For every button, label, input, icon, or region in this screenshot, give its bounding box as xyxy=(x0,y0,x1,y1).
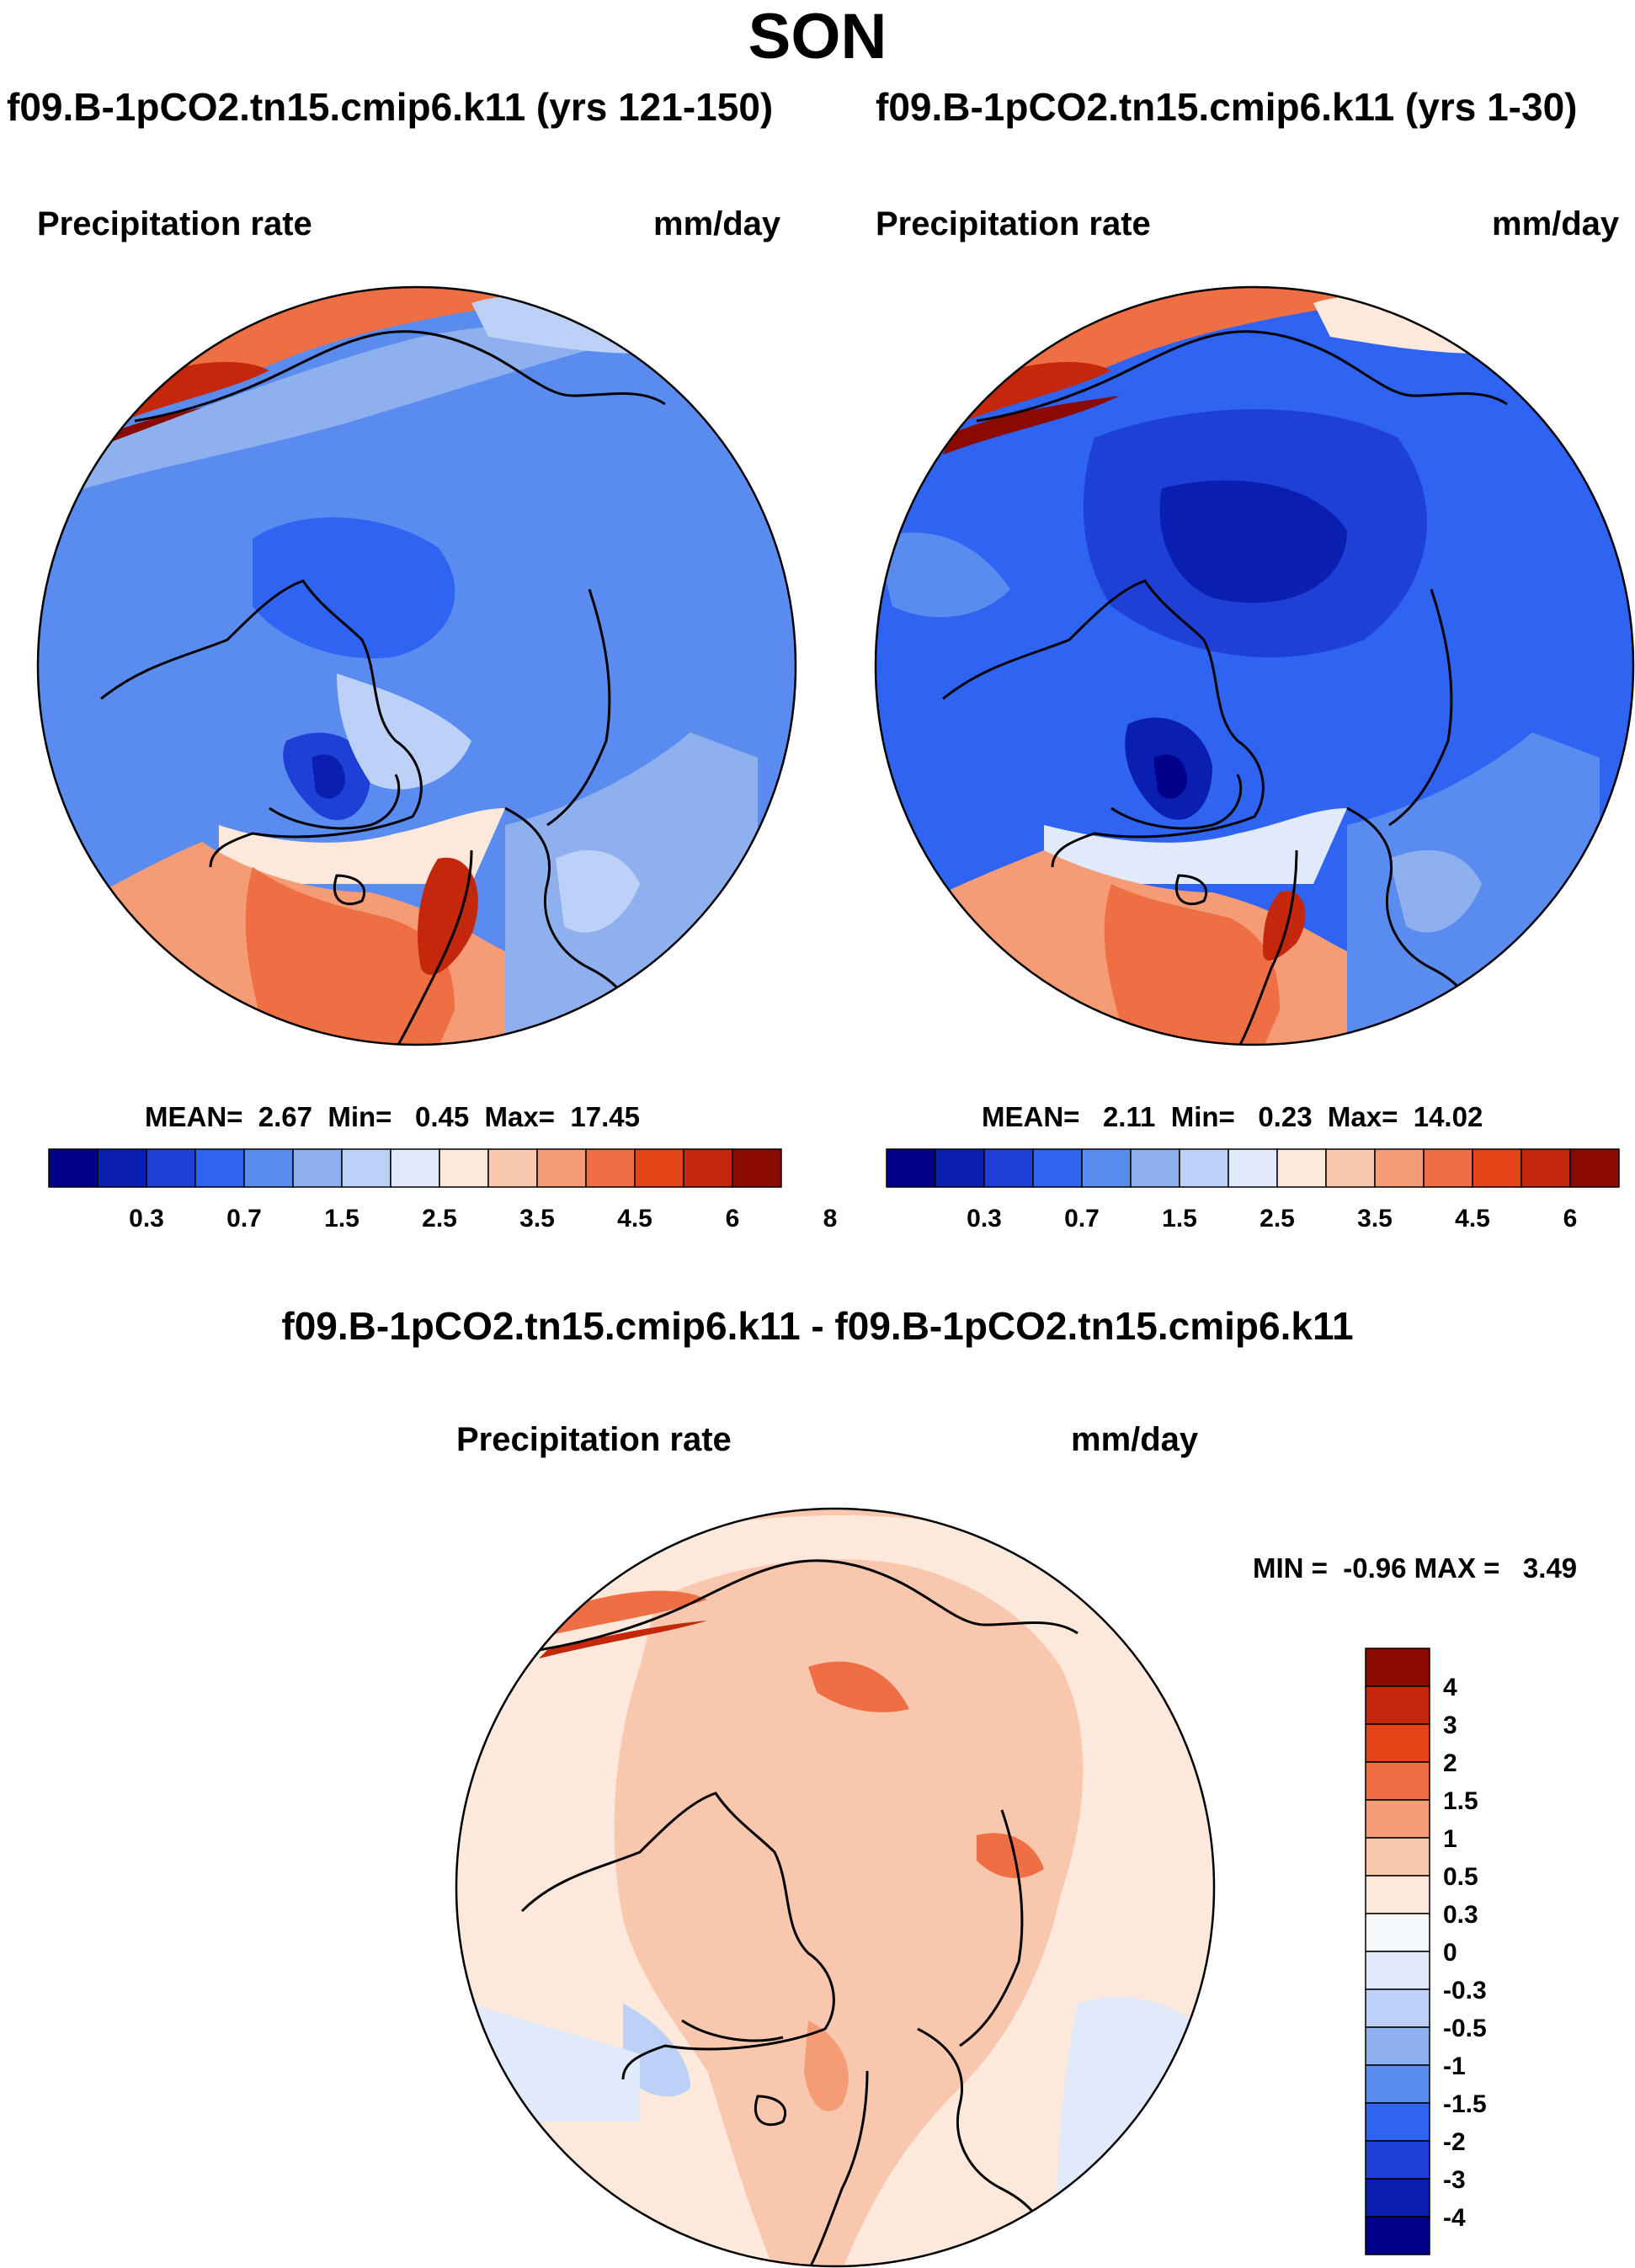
diff-colorbar-tick-label: 0.3 xyxy=(1443,1901,1478,1929)
left-colorbar-swatch-12 xyxy=(634,1148,684,1188)
left-colorbar-swatch-10 xyxy=(536,1148,587,1188)
diff-colorbar-tick-label: -0.3 xyxy=(1443,1977,1487,2004)
right-variable-label: Precipitation rate xyxy=(876,205,1151,242)
diff-colorbar-tick-label: 1 xyxy=(1443,1825,1457,1853)
diff-colorbar-swatch-12 xyxy=(1365,2102,1430,2142)
right-colorbar-tick-label: 0.7 xyxy=(1064,1205,1100,1232)
right-colorbar-tick-label: 0.3 xyxy=(967,1205,1002,1232)
diff-colorbar-tick-label: 2 xyxy=(1443,1749,1457,1777)
left-colorbar-swatch-13 xyxy=(683,1148,733,1188)
left-colorbar-swatch-7 xyxy=(390,1148,440,1188)
diff-colorbar-swatch-7 xyxy=(1365,1913,1430,1952)
diff-colorbar-swatch-0 xyxy=(1365,1648,1430,1687)
right-case-title: f09.B-1pCO2.tn15.cmip6.k11 (yrs 1-30) xyxy=(876,85,1578,129)
right-colorbar-tick-label: 4.5 xyxy=(1455,1205,1490,1232)
diff-title: f09.B-1pCO2.tn15.cmip6.k11 - f09.B-1pCO2… xyxy=(281,1304,1354,1348)
left-stats: MEAN= 2.67 Min= 0.45 Max= 17.45 xyxy=(145,1101,640,1132)
diff-colorbar-swatch-8 xyxy=(1365,1951,1430,1990)
left-colorbar-tick-label: 0.7 xyxy=(226,1205,262,1232)
left-colorbar-tick-label: 3.5 xyxy=(519,1205,555,1232)
right-colorbar-swatch-6 xyxy=(1179,1148,1229,1188)
diff-map xyxy=(455,1507,1216,2268)
left-colorbar-tick-label: 2.5 xyxy=(422,1205,457,1232)
diff-colorbar: 4 3 2 1.5 1 0.5 0.3 0 -0.3 -0.5 -1 -1.5 -2 -3 -4 xyxy=(1365,1648,1487,2255)
diff-colorbar-swatch-9 xyxy=(1365,1988,1430,2028)
diff-colorbar-tick-label: 3 xyxy=(1443,1712,1457,1739)
right-colorbar-swatch-2 xyxy=(983,1148,1034,1188)
right-colorbar-swatch-11 xyxy=(1423,1148,1473,1188)
diff-colorbar-swatch-5 xyxy=(1365,1837,1430,1877)
diff-colorbar-swatch-14 xyxy=(1365,2178,1430,2217)
right-stats: MEAN= 2.11 Min= 0.23 Max= 14.02 xyxy=(982,1101,1483,1132)
left-colorbar-tick-label: 6 xyxy=(726,1205,740,1232)
diff-colorbar-tick-label: 0.5 xyxy=(1443,1863,1478,1891)
right-colorbar-swatch-14 xyxy=(1569,1148,1620,1188)
diff-colorbar-tick-label: -1 xyxy=(1443,2052,1466,2080)
diff-units-label: mm/day xyxy=(1071,1421,1199,1458)
right-units-label: mm/day xyxy=(1492,205,1620,242)
right-colorbar-tick-label: 3.5 xyxy=(1357,1205,1393,1232)
left-colorbar-tick-label: 1.5 xyxy=(324,1205,359,1232)
diff-colorbar-swatch-10 xyxy=(1365,2026,1430,2066)
left-colorbar-swatch-8 xyxy=(439,1148,489,1188)
left-units-label: mm/day xyxy=(653,205,781,242)
left-colorbar-swatch-5 xyxy=(292,1148,343,1188)
right-colorbar-swatch-7 xyxy=(1228,1148,1278,1188)
left-colorbar-swatch-2 xyxy=(146,1148,196,1188)
right-colorbar-swatch-12 xyxy=(1472,1148,1522,1188)
left-colorbar-swatch-1 xyxy=(97,1148,147,1188)
diff-minmax: MIN = -0.96 MAX = 3.49 xyxy=(1253,1552,1578,1584)
left-variable-label: Precipitation rate xyxy=(37,205,312,242)
left-colorbar-swatch-0 xyxy=(48,1148,99,1188)
diff-colorbar-swatch-15 xyxy=(1365,2216,1430,2255)
right-colorbar-swatch-1 xyxy=(935,1148,985,1188)
left-colorbar-swatch-9 xyxy=(487,1148,538,1188)
right-colorbar-swatch-13 xyxy=(1520,1148,1571,1188)
left-map xyxy=(36,285,797,1046)
diff-colorbar-tick-label: -1.5 xyxy=(1443,2090,1487,2118)
diff-colorbar-swatch-4 xyxy=(1365,1799,1430,1839)
diff-colorbar-swatch-2 xyxy=(1365,1723,1430,1763)
diff-colorbar-tick-label: -3 xyxy=(1443,2166,1466,2194)
right-map xyxy=(874,285,1635,1046)
right-colorbar-swatch-9 xyxy=(1325,1148,1376,1188)
right-colorbar-tick-label: 6 xyxy=(1563,1205,1578,1232)
left-colorbar-swatch-6 xyxy=(341,1148,391,1188)
diff-colorbar-swatch-13 xyxy=(1365,2140,1430,2180)
diff-colorbar-tick-label: -4 xyxy=(1443,2204,1466,2232)
right-colorbar-swatch-0 xyxy=(886,1148,936,1188)
right-colorbar-swatch-10 xyxy=(1374,1148,1425,1188)
right-colorbar: 0.30.71.52.53.54.568 xyxy=(886,1148,1620,1232)
right-colorbar-tick-label: 2.5 xyxy=(1260,1205,1295,1232)
diff-colorbar-tick-label: 4 xyxy=(1443,1674,1457,1701)
diff-colorbar-swatch-1 xyxy=(1365,1685,1430,1725)
left-colorbar-tick-label: 4.5 xyxy=(617,1205,652,1232)
diff-colorbar-tick-label: 1.5 xyxy=(1443,1787,1478,1815)
diff-colorbar-swatch-11 xyxy=(1365,2064,1430,2104)
left-colorbar-tick-label: 8 xyxy=(823,1205,838,1232)
diff-colorbar-swatch-3 xyxy=(1365,1761,1430,1801)
left-colorbar-swatch-11 xyxy=(585,1148,636,1188)
right-colorbar-tick-label: 1.5 xyxy=(1162,1205,1197,1232)
diff-colorbar-tick-label: 0 xyxy=(1443,1939,1457,1967)
left-colorbar-swatch-4 xyxy=(243,1148,294,1188)
diff-colorbar-swatch-6 xyxy=(1365,1875,1430,1914)
left-colorbar: 0.3 0.7 1.5 2.5 3.5 4.5 6 8 xyxy=(48,1148,838,1232)
left-colorbar-swatch-3 xyxy=(194,1148,245,1188)
right-colorbar-swatch-8 xyxy=(1276,1148,1327,1188)
left-colorbar-swatch-14 xyxy=(732,1148,782,1188)
diff-variable-label: Precipitation rate xyxy=(456,1421,732,1458)
right-colorbar-swatch-4 xyxy=(1081,1148,1132,1188)
diff-colorbar-tick-label: -0.5 xyxy=(1443,2015,1487,2042)
season-title: SON xyxy=(748,1,887,72)
left-colorbar-tick-label: 0.3 xyxy=(129,1205,164,1232)
right-colorbar-swatch-3 xyxy=(1032,1148,1083,1188)
diff-colorbar-tick-label: -2 xyxy=(1443,2128,1466,2156)
left-case-title: f09.B-1pCO2.tn15.cmip6.k11 (yrs 121-150) xyxy=(7,85,774,129)
right-colorbar-swatch-5 xyxy=(1130,1148,1180,1188)
